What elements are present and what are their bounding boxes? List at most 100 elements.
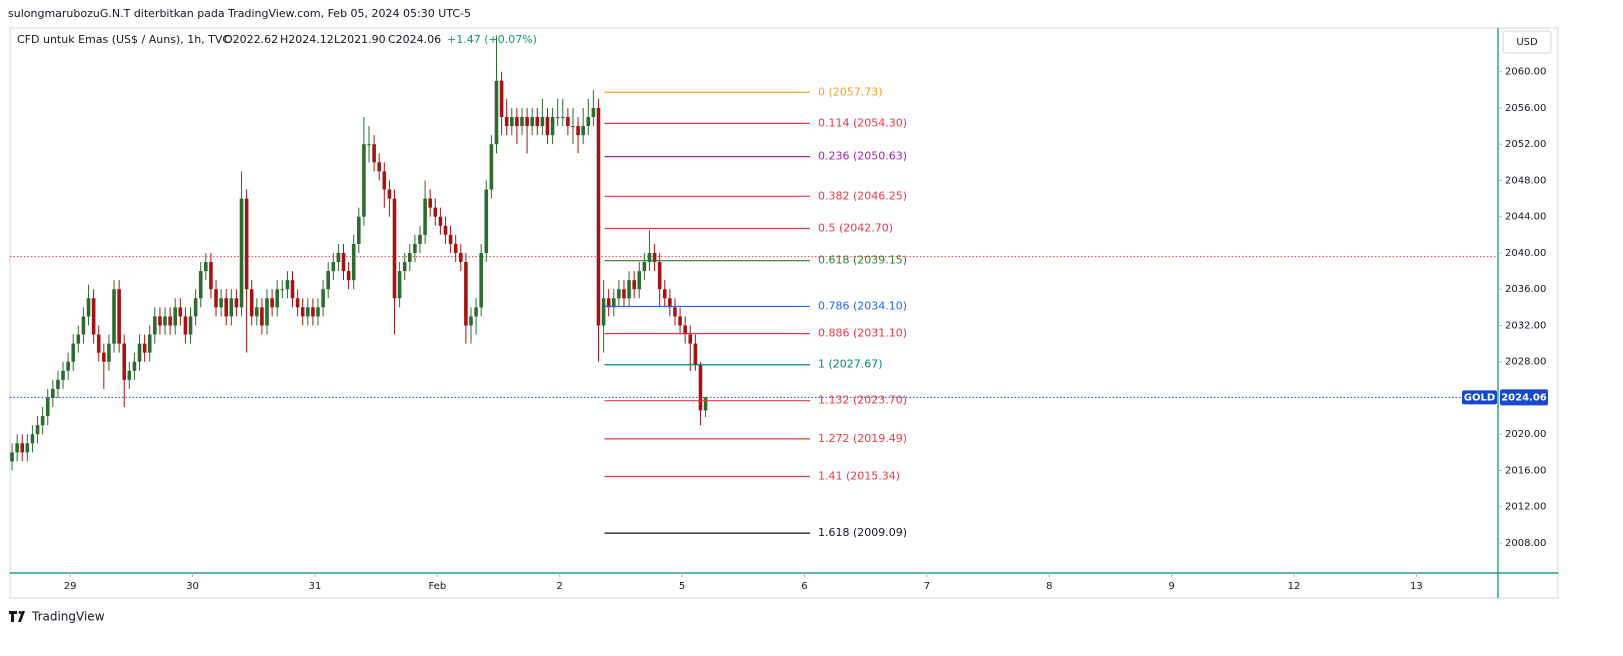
candle-body [249,289,254,317]
y-tick-label: 2056.00 [1505,103,1546,114]
candle-body [652,252,657,263]
candle-body [163,316,167,326]
candle-body [137,343,142,362]
candle-body [402,262,407,272]
fib-level-label: 1 (2027.67) [818,358,883,371]
candle-body [15,443,19,453]
candle-body [86,298,91,317]
candle-body [280,289,285,291]
candle-body [290,280,295,299]
candle-body [418,234,422,244]
candle-body [515,117,519,127]
x-tick-label: 12 [1288,581,1301,592]
x-tick-label: 30 [186,581,199,592]
tradingview-logo [9,611,25,622]
candle-body [295,298,300,308]
candle-body [504,117,509,127]
last-price-badge-bg [1500,389,1548,406]
candle-body [581,126,585,136]
x-tick-label: 5 [679,581,685,592]
candle-body [474,307,478,317]
candle-body [423,198,427,235]
fib-level-label: 0.786 (2034.10) [818,299,907,312]
y-tick-label: 2008.00 [1505,538,1546,549]
y-tick-label: 2052.00 [1505,139,1546,150]
candle-body [178,307,183,317]
candle-body [10,452,14,462]
candle-body [525,117,529,127]
candle-body [183,316,188,335]
frame [9,27,1559,599]
candle-body [51,388,55,398]
candle-body [387,189,392,199]
candle-body [56,379,60,389]
y-tick-label: 2028.00 [1505,357,1546,368]
ohlc-open: O2022.62 [224,33,278,46]
x-tick-label: 29 [64,581,77,592]
candle-body [576,126,580,136]
candle-body [545,117,550,136]
candle-body [683,325,687,335]
candle-body [632,280,636,290]
candle-body [550,117,555,136]
y-tick-label: 2048.00 [1505,175,1546,186]
candle-body [494,80,499,145]
candle-body [560,117,565,119]
candle-body [306,307,310,317]
candle-body [244,198,249,290]
candle-body [509,117,514,127]
candle-body [127,370,132,380]
candle-body [637,271,642,290]
candle-body [25,443,30,453]
candle-body [107,343,111,362]
candle-body [617,289,621,299]
candle-body [341,252,346,272]
candle-body [647,252,652,263]
candle-body [132,361,137,371]
candle-body [479,252,483,308]
candle-body [372,144,376,163]
candle-body [591,107,596,118]
candle-body [433,207,438,217]
x-tick-label: 31 [309,581,322,592]
candle-body [91,298,96,335]
y-tick-label: 2032.00 [1505,320,1546,331]
candle-body [285,280,290,290]
currency-label[interactable]: USD [1516,37,1538,48]
candle-body [703,397,708,411]
candle-body [688,334,693,344]
candle-body [81,316,86,335]
ohlc-low: L2021.90 [334,33,386,46]
x-tick-label: 9 [1168,581,1174,592]
candle-body [555,117,560,119]
candle-body [326,271,331,290]
candle-body [214,289,218,308]
fib-level-label: 1.272 (2019.49) [818,432,907,445]
candle-body [188,316,193,335]
candle-body [71,343,76,362]
currency-button[interactable] [1502,30,1552,54]
candle-body [469,316,473,326]
y-tick-label: 2020.00 [1505,429,1546,440]
candle-body [484,189,489,253]
candles [10,35,708,471]
candle-body [346,271,351,281]
candle-body [673,307,677,317]
ohlc-change: +1.47 (+0.07%) [447,33,537,46]
candle-body [601,298,606,326]
candle-body [489,144,494,190]
fib-level-label: 1.132 (2023.70) [818,394,907,407]
y-tick-label: 2044.00 [1505,212,1546,223]
candle-body [35,425,40,435]
candle-body [443,225,448,235]
candle-body [122,343,127,380]
candle-body [458,252,463,263]
fib-level-label: 0.114 (2054.30) [818,116,907,129]
y-tick-label: 2016.00 [1505,465,1546,476]
x-tick-label: 6 [801,581,807,592]
candle-body [535,117,540,127]
candle-body [362,144,366,217]
candle-body [657,262,662,290]
fib-level-label: 0.5 (2042.70) [818,221,893,234]
